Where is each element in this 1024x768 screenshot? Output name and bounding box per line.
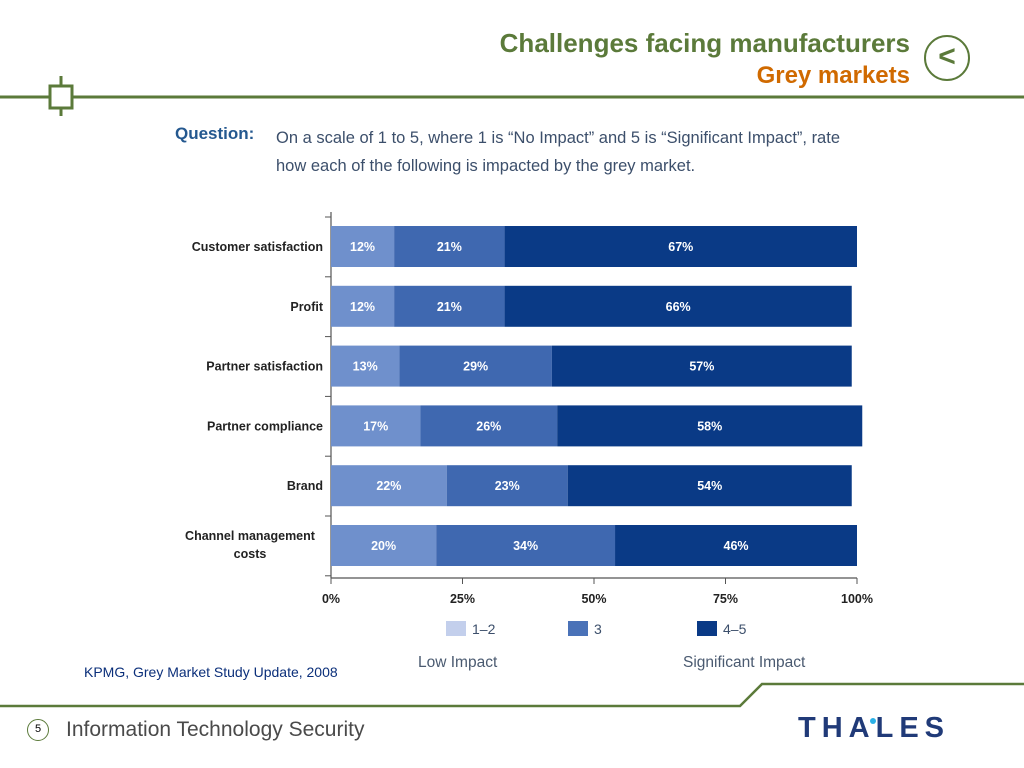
legend-caption-high: Significant Impact [683,654,806,671]
bar-segment [567,465,852,507]
bar-segment [399,345,552,387]
data-label: 67% [668,240,693,254]
page-number: 5 [27,719,49,741]
legend-label: 4–5 [723,621,747,637]
x-tick-label: 25% [450,592,475,606]
bar-segment [331,405,421,447]
legend-swatch [446,621,466,636]
page-subtitle: Grey markets [756,62,910,89]
bar-segment [446,465,568,507]
x-tick-label: 75% [713,592,738,606]
bar-segment [504,226,857,267]
question-label: Question: [175,124,255,143]
data-label: 66% [666,300,691,314]
legend-label: 1–2 [472,621,496,637]
data-label: 13% [353,360,378,374]
legend-label: 3 [594,621,602,637]
back-button[interactable]: < [924,35,970,81]
stacked-bar-chart: 0% 25% 50% 75% 100% Customer satisfaction 12% 2… [185,212,873,671]
bar-segment [331,525,437,566]
bar-segment [504,285,852,327]
data-label: 21% [437,300,462,314]
data-label: 54% [697,479,722,493]
data-label: 12% [350,240,375,254]
data-label: 26% [476,419,501,433]
category-label: Profit [290,300,323,314]
data-label: 23% [495,479,520,493]
data-label: 21% [437,240,462,254]
category-label: Partner compliance [207,419,323,433]
data-label: 57% [689,360,714,374]
legend-swatch [697,621,717,636]
category-label: Partner satisfaction [206,360,323,374]
bar-segment [331,226,395,267]
bar-segment [331,465,447,507]
category-label: Channel management costs [185,529,316,561]
legend-caption-low: Low Impact [418,654,498,671]
data-label: 29% [463,360,488,374]
bar-segment [394,226,505,267]
category-label: Customer satisfaction [192,240,323,254]
data-label: 46% [724,539,749,553]
footer-rule [0,682,1024,708]
bar-segment [420,405,558,447]
x-tick-label: 0% [322,592,340,606]
category-label: Brand [287,479,323,493]
data-label: 34% [513,539,538,553]
data-label: 12% [350,300,375,314]
thales-logo: THALES [798,712,950,744]
legend-swatch [568,621,588,636]
question-text: On a scale of 1 to 5, where 1 is “No Imp… [276,129,840,175]
bar-segment [615,525,857,566]
bar-segment [331,285,395,327]
bar-segment [436,525,616,566]
x-tick-label: 100% [841,592,873,606]
source-citation: KPMG, Grey Market Study Update, 2008 [84,664,338,680]
x-tick-label: 50% [581,592,606,606]
bar-segment [331,345,400,387]
bar-segment [557,405,863,447]
page-title: Challenges facing manufacturers [499,28,910,58]
data-label: 17% [363,419,388,433]
data-label: 58% [697,419,722,433]
logo-dot [870,718,876,724]
bar-segment [551,345,852,387]
data-label: 22% [376,479,401,493]
footer-title: Information Technology Security [66,718,365,741]
data-label: 20% [371,539,396,553]
bar-segment [394,285,505,327]
